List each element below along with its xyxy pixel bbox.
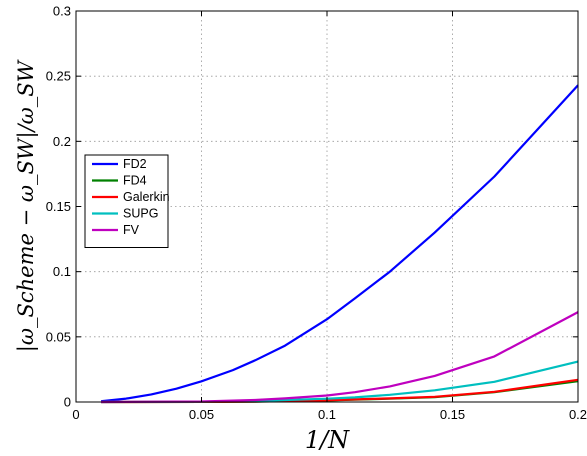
y-tick-label: 0.2	[53, 134, 71, 149]
series-line-fv	[101, 311, 579, 404]
x-tick-label: 0	[72, 407, 79, 422]
legend-label: SUPG	[123, 207, 158, 221]
x-tick-label: 0.2	[569, 407, 587, 422]
y-axis-label: |ω_Scheme − ω_SW|/ω_SW	[14, 58, 39, 352]
y-tick-label: 0.3	[53, 4, 71, 19]
series-lines	[100, 84, 579, 404]
x-tick-label: 0.05	[189, 407, 214, 422]
legend: FD2 FD4 Galerkin SUPG FV	[84, 154, 170, 248]
x-tick-label: 0.15	[440, 407, 465, 422]
legend-label: FV	[123, 223, 140, 237]
legend-box	[84, 154, 169, 248]
y-tick-label: 0.15	[46, 199, 71, 214]
y-tick-label: 0	[64, 395, 71, 410]
series-line-fd2	[100, 84, 579, 403]
y-tick-label: 0.25	[46, 69, 71, 84]
x-axis-ticks: 0 0.05 0.1 0.15 0.2	[72, 11, 587, 422]
legend-label: FD2	[123, 157, 147, 171]
y-tick-label: 0.1	[53, 264, 71, 279]
series-line-supg	[101, 360, 579, 404]
x-axis-label: 1/N	[305, 426, 350, 454]
y-axis-ticks: 0 0.05 0.1 0.15 0.2 0.25 0.3	[46, 4, 578, 410]
x-tick-label: 0.1	[318, 407, 336, 422]
y-tick-label: 0.05	[46, 329, 71, 344]
legend-label: FD4	[123, 174, 147, 188]
legend-label: Galerkin	[123, 190, 170, 204]
